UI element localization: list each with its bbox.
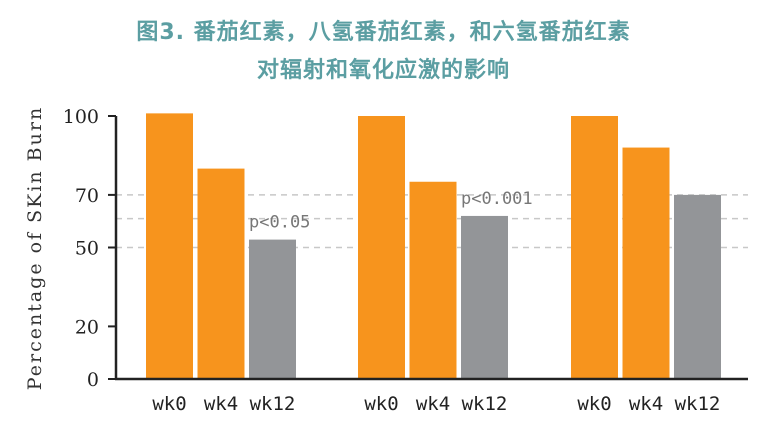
bar-wk4	[409, 181, 457, 379]
y-tick-label: 20	[75, 316, 99, 338]
x-category-label: wk4	[204, 393, 238, 415]
axes	[108, 115, 748, 381]
x-category-label: wk0	[152, 393, 186, 415]
y-tick-label: 50	[75, 238, 99, 260]
bars	[146, 113, 721, 380]
x-category-label: wk12	[250, 393, 296, 415]
bar-wk12	[461, 215, 508, 379]
significance-annotation: p<0.001	[461, 189, 533, 209]
x-category-label: wk4	[629, 393, 663, 415]
bar-wk4	[197, 168, 245, 379]
x-category-label: wk0	[577, 393, 611, 415]
significance-annotation: p<0.05	[249, 213, 310, 233]
y-tick-label: 0	[87, 369, 99, 391]
bar-wk12	[674, 194, 721, 379]
bar-wk4	[622, 147, 670, 379]
x-category-label: wk0	[364, 393, 398, 415]
bar-wk12	[249, 239, 296, 379]
chart-title: 图3. 番茄红素，八氢番茄红素，和六氢番茄红素	[136, 20, 631, 45]
y-axis-label: Percentage of SKin Burn	[24, 106, 46, 390]
labels: 0 20 50 70 100 wk0 wk4 wk12 p<0.05 wk0 wk4 wk12 p<0.…	[63, 106, 721, 415]
x-category-label: wk12	[675, 393, 721, 415]
chart-subtitle: 对辐射和氧化应激的影响	[256, 58, 510, 83]
y-tick-label: 70	[75, 185, 99, 207]
bar-wk0	[146, 113, 193, 380]
bar-wk0	[571, 116, 618, 379]
x-category-label: wk12	[462, 393, 508, 415]
y-tick-label: 100	[63, 106, 99, 128]
bar-wk0	[358, 116, 405, 379]
x-category-label: wk4	[416, 393, 450, 415]
